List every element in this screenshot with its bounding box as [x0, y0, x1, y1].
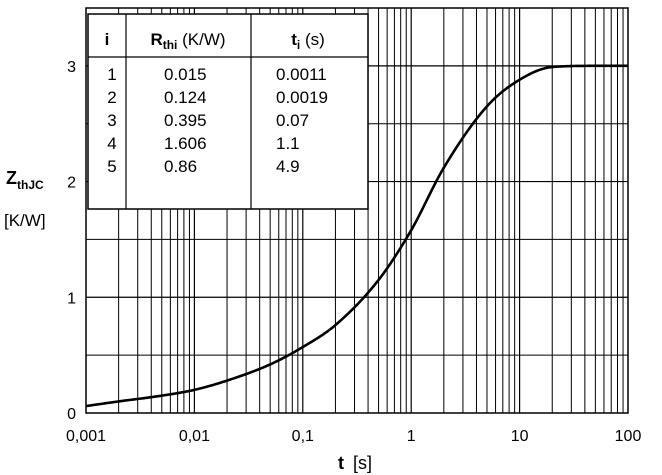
table-header-ti-subscript: i: [297, 38, 300, 52]
y-tick-label: 0: [67, 406, 76, 423]
table-cell-i: 1: [107, 65, 116, 84]
x-tick-label: 1: [407, 428, 416, 445]
table-header-ti-symbol: t: [291, 30, 297, 49]
table-cell-ti: 0.0011: [276, 65, 327, 84]
table-cell-rth: 0.015: [164, 65, 207, 84]
zthjc-curve: [85, 64, 628, 408]
table-cell-rth: 0.124: [164, 88, 207, 107]
x-tick-labels: 0,001 0,01 0,1 1 10 100: [66, 428, 641, 445]
table-cell-rth: 0.395: [164, 111, 207, 130]
table-cell-ti: 0.0019: [276, 88, 328, 107]
table-header-ti: ti (s): [291, 30, 325, 52]
table-cell-ti: 0.07: [276, 111, 309, 130]
table-cell-i: 5: [107, 157, 116, 176]
table-cell-ti: 4.9: [276, 157, 300, 176]
table-frame: [87, 13, 369, 210]
table-cell-rth: 0.86: [164, 157, 197, 176]
table-header-ti-unit: (s): [300, 30, 325, 49]
x-tick-label: 10: [511, 428, 529, 445]
x-axis-symbol: t: [338, 453, 344, 473]
y-axis-symbol: Z: [6, 168, 17, 188]
x-tick-label: 0,001: [66, 428, 106, 445]
table-cell-i: 3: [107, 111, 116, 130]
table-header-rth: Rthi (K/W): [150, 30, 225, 52]
table-header-rth-unit: (K/W): [177, 30, 225, 49]
table-header-rth-symbol: R: [150, 30, 162, 49]
x-axis-label: t [s]: [338, 453, 372, 473]
x-axis-unit: [s]: [353, 453, 372, 473]
x-tick-label: 0,01: [179, 428, 210, 445]
y-tick-labels: 0 1 2 3: [67, 59, 76, 423]
x-tick-label: 0,1: [292, 428, 314, 445]
plot-frame: [85, 7, 629, 414]
y-tick-label: 1: [67, 290, 76, 307]
y-axis-subscript: thJC: [17, 178, 44, 192]
table-cell-i: 4: [107, 134, 116, 153]
y-axis-label: ZthJC: [6, 168, 44, 192]
y-tick-label: 3: [67, 59, 76, 76]
table-cell-i: 2: [107, 88, 116, 107]
y-tick-label: 2: [67, 175, 76, 192]
table-cell-rth: 1.606: [164, 134, 207, 153]
table-header-i: i: [105, 30, 110, 49]
table-header-rth-subscript: thi: [163, 38, 178, 52]
x-tick-label: 100: [615, 428, 642, 445]
y-axis-unit: [K/W]: [4, 211, 46, 230]
table-cell-ti: 1.1: [276, 134, 300, 153]
